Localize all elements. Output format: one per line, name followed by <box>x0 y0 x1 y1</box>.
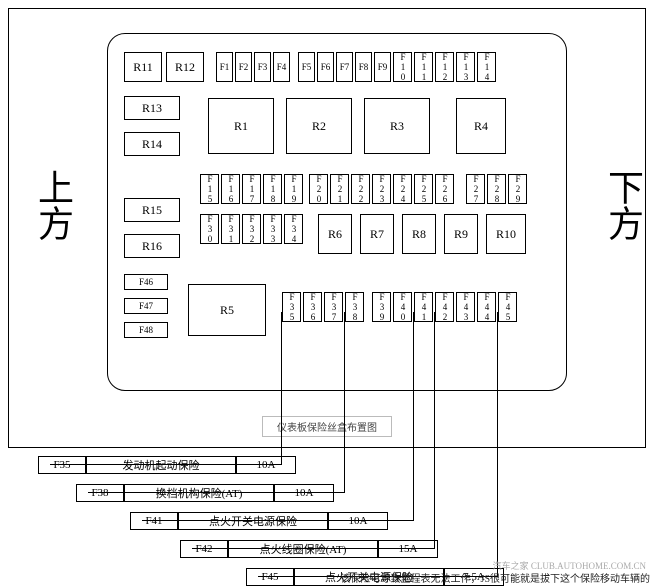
fuse-r15: R15 <box>124 198 180 222</box>
fuse-f35: F35 <box>282 292 301 322</box>
fuse-f2: F2 <box>235 52 252 82</box>
fuse-f18: F18 <box>263 174 282 204</box>
fuse-f34: F34 <box>284 214 303 244</box>
fuse-f19: F19 <box>284 174 303 204</box>
row-name: 换档机构保险(AT) <box>124 484 274 502</box>
leader-line <box>88 492 344 493</box>
fuse-r16: R16 <box>124 234 180 258</box>
fuse-f12: F12 <box>435 52 454 82</box>
fuse-f47: F47 <box>124 298 168 314</box>
fuse-r4: R4 <box>456 98 506 154</box>
row-name: 点火开关电源保险 <box>178 512 328 530</box>
row-f42: F42点火线圈保险(AT)15A <box>180 540 438 558</box>
row-name: 发动机起动保险 <box>86 456 236 474</box>
fuse-f43: F43 <box>456 292 475 322</box>
fuse-f46: F46 <box>124 274 168 290</box>
leader-line <box>192 548 434 549</box>
fuse-r8: R8 <box>402 214 436 254</box>
fuse-f30: F30 <box>200 214 219 244</box>
fuse-f28: F28 <box>487 174 506 204</box>
row-amp: 10A <box>274 484 334 502</box>
leader-line <box>50 464 281 465</box>
label-bottom-side: 下方 <box>605 169 641 241</box>
leader-line <box>497 312 498 577</box>
leader-line <box>281 312 282 465</box>
fuse-r13: R13 <box>124 96 180 120</box>
fuse-f24: F24 <box>393 174 412 204</box>
fuse-f41: F41 <box>414 292 433 322</box>
fuse-r5: R5 <box>188 284 266 336</box>
fuse-f5: F5 <box>298 52 315 82</box>
row-amp: 10A <box>328 512 388 530</box>
leader-line <box>142 520 413 521</box>
fuse-f40: F40 <box>393 292 412 322</box>
row-f35: F35发动机起动保险10A <box>38 456 296 474</box>
fuse-f14: F14 <box>477 52 496 82</box>
fuse-f45: F45 <box>498 292 517 322</box>
fuse-r10: R10 <box>486 214 526 254</box>
fuse-r11: R11 <box>124 52 162 82</box>
row-f41: F41点火开关电源保险10A <box>130 512 388 530</box>
fuse-f6: F6 <box>317 52 334 82</box>
fuse-f26: F26 <box>435 174 454 204</box>
row-amp: 10A <box>236 456 296 474</box>
fuse-f25: F25 <box>414 174 433 204</box>
fuse-f42: F42 <box>435 292 454 322</box>
fuse-f22: F22 <box>351 174 370 204</box>
row-name: 点火线圈保险(AT) <box>228 540 378 558</box>
fuse-r2: R2 <box>286 98 352 154</box>
fuse-f4: F4 <box>273 52 290 82</box>
fuse-f23: F23 <box>372 174 391 204</box>
fuse-f8: F8 <box>355 52 372 82</box>
fuse-f17: F17 <box>242 174 261 204</box>
fuse-f11: F11 <box>414 52 433 82</box>
fuse-r12: R12 <box>166 52 204 82</box>
fuse-f48: F48 <box>124 322 168 338</box>
fuse-r9: R9 <box>444 214 478 254</box>
fuse-r6: R6 <box>318 214 352 254</box>
row-amp: 15A <box>378 540 438 558</box>
fuse-f31: F31 <box>221 214 240 244</box>
fuse-box: R11R12 F1F2F3F4 F5F6F7F8F9F10F11F12F13F14 R… <box>107 33 567 391</box>
fuse-f10: F10 <box>393 52 412 82</box>
fuse-r1: R1 <box>208 98 274 154</box>
row-id: F42 <box>180 540 228 558</box>
label-top-side: 上方 <box>35 169 71 241</box>
fuse-f9: F9 <box>374 52 391 82</box>
fuse-r14: R14 <box>124 132 180 156</box>
fuse-r3: R3 <box>364 98 430 154</box>
leader-line <box>344 312 345 493</box>
row-id: F38 <box>76 484 124 502</box>
fuse-f36: F36 <box>303 292 322 322</box>
fuse-f21: F21 <box>330 174 349 204</box>
fuse-f7: F7 <box>336 52 353 82</box>
fuse-r7: R7 <box>360 214 394 254</box>
fuse-f16: F16 <box>221 174 240 204</box>
leader-line <box>413 312 414 521</box>
fuse-f44: F44 <box>477 292 496 322</box>
fuse-f37: F37 <box>324 292 343 322</box>
fuse-f13: F13 <box>456 52 475 82</box>
row-id: F35 <box>38 456 86 474</box>
fuse-f39: F39 <box>372 292 391 322</box>
diagram-frame: 上方 下方 R11R12F1F2F3F4F5F6F7F8F9F10F11F12F… <box>8 8 646 448</box>
fuse-f20: F20 <box>309 174 328 204</box>
row-f38: F38换档机构保险(AT)10A <box>76 484 334 502</box>
fuse-f27: F27 <box>466 174 485 204</box>
fuse-f32: F32 <box>242 214 261 244</box>
fuse-f15: F15 <box>200 174 219 204</box>
fuse-f3: F3 <box>254 52 271 82</box>
fuse-f29: F29 <box>508 174 527 204</box>
footer-note: 该保险可导致里程表无法工作，JS很可能就是拔下这个保险移动车辆的 <box>0 570 650 585</box>
fuse-f33: F33 <box>263 214 282 244</box>
fuse-f38: F38 <box>345 292 364 322</box>
fuse-f1: F1 <box>216 52 233 82</box>
leader-line <box>434 312 435 549</box>
row-id: F41 <box>130 512 178 530</box>
